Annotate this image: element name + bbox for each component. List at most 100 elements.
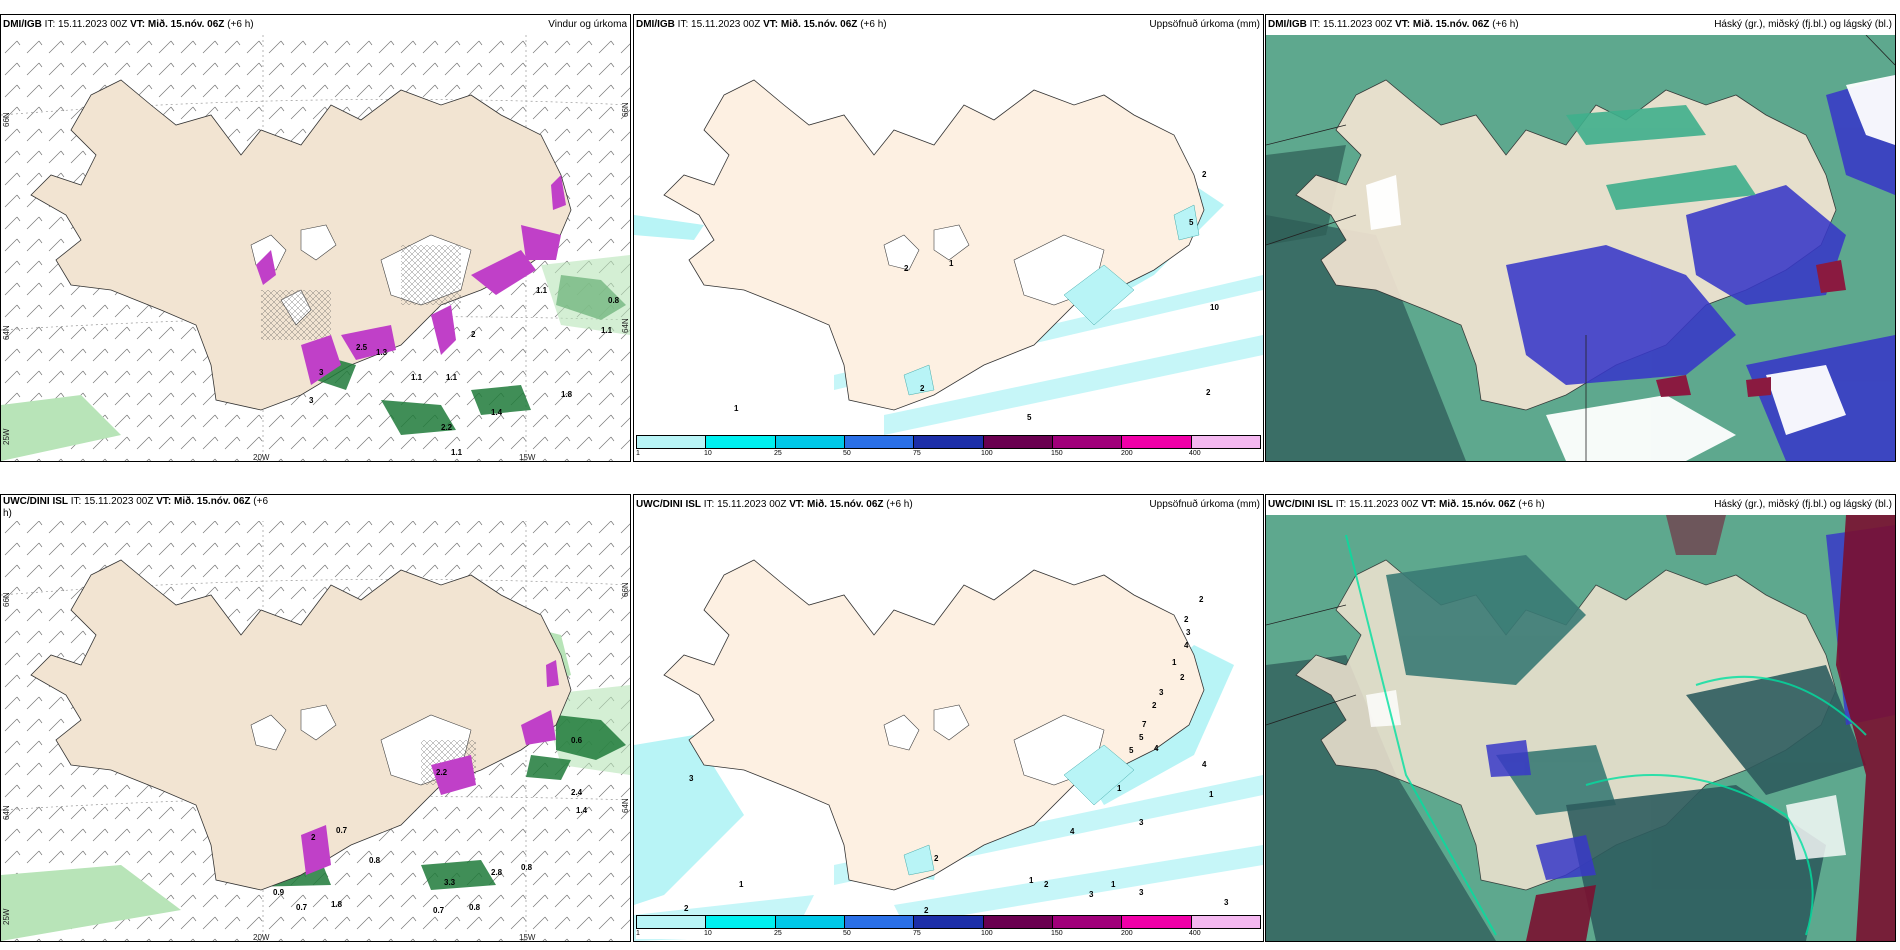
lead-time: (+6 h)	[227, 19, 254, 30]
it-label: IT:	[44, 19, 56, 30]
colorbar-tick: 10	[704, 450, 712, 457]
vt-label: VT:	[130, 19, 146, 30]
precip-magenta	[301, 660, 559, 875]
colorbar-swatch	[1122, 436, 1192, 448]
precip-shading	[1, 175, 630, 461]
panel-header: DMI/IGB IT: 15.11.2023 00Z VT: Mið. 15.n…	[1266, 15, 1895, 35]
value-label: 3.3	[444, 878, 456, 887]
value-label: 1.1	[536, 286, 548, 295]
value-label: 4	[1202, 760, 1207, 769]
value-label: 2	[1202, 170, 1207, 179]
lead-time: (+6 h)	[886, 499, 913, 510]
value-label: 0.6	[571, 736, 583, 745]
value-label: 1.4	[491, 408, 503, 417]
cloud-bands	[1566, 105, 1756, 210]
colorbar-swatch	[775, 916, 845, 928]
precip-coastal	[903, 744, 1135, 876]
colorbar-swatch	[637, 916, 707, 928]
model-name: DMI/IGB	[636, 19, 675, 30]
value-label: 1	[1111, 880, 1116, 889]
value-label: 1	[739, 880, 744, 889]
lat-label: 66N	[2, 112, 11, 127]
value-label: 1	[1117, 784, 1122, 793]
colorbar-tick: 150	[1051, 930, 1063, 937]
boundaries	[1266, 604, 1357, 726]
colorbar-tick: 150	[1051, 450, 1063, 457]
panel-uwc-precip: UWC/DINI ISL IT: 15.11.2023 00Z VT: Mið.…	[633, 494, 1264, 942]
lat-label: 64N	[2, 325, 11, 340]
it-label: IT:	[703, 499, 715, 510]
value-label: 2.2	[436, 768, 448, 777]
value-label: 2.5	[356, 343, 368, 352]
model-name: DMI/IGB	[1268, 19, 1307, 30]
lead-time: (+6 h)	[1492, 19, 1519, 30]
value-label: 1	[734, 404, 739, 413]
lon-label: 15W	[519, 453, 536, 462]
low-cloud-sea	[1266, 655, 1496, 941]
vt-value: Mið. 15.nóv. 06Z	[147, 19, 225, 30]
colorbar-swatch	[844, 916, 915, 928]
value-label: 2.8	[491, 868, 503, 877]
value-label: 2	[1044, 880, 1049, 889]
it-value: 15.11.2023 00Z	[691, 19, 761, 30]
low-cloud	[1656, 260, 1846, 397]
colorbar-swatch	[775, 436, 845, 448]
lat-label: 64N	[621, 318, 630, 333]
low-cloud	[1526, 515, 1895, 941]
precip-colorbar: 1 10 25 50 75 100 150 200 400	[636, 435, 1261, 459]
boundaries	[1266, 35, 1895, 461]
lat-label: 64N	[2, 805, 11, 820]
it-value: 15.11.2023 00Z	[58, 19, 128, 30]
vt-value: Mið. 15.nóv. 06Z	[1439, 499, 1516, 510]
colorbar-tick: 100	[981, 450, 993, 457]
colorbar-tick: 100	[981, 930, 993, 937]
value-label: 2	[1180, 673, 1185, 682]
vt-label: VT:	[156, 496, 172, 507]
vt-label: VT:	[789, 499, 805, 510]
vt-value: Mið. 15.nóv. 06Z	[780, 19, 858, 30]
iceland-land	[1295, 79, 1837, 411]
value-label: 5	[1139, 733, 1144, 742]
precip-values: 2 2 3 4 1 2 3 2 5 4 7 5 4 1 4 1 3 1 3 3 …	[684, 595, 1229, 915]
lead-time: (+6 h)	[860, 19, 887, 30]
panel-header: UWC/DINI ISL IT: 15.11.2023 00Z VT: Mið.…	[1266, 495, 1895, 515]
it-value: 15.11.2023 00Z	[1349, 499, 1419, 510]
lon-label: 20W	[253, 933, 270, 942]
value-label: 2	[934, 854, 939, 863]
colorbar-tick: 200	[1121, 450, 1133, 457]
colorbar-swatch	[983, 436, 1053, 448]
value-label: 1	[1172, 658, 1177, 667]
model-name: UWC/DINI ISL	[636, 499, 701, 510]
vt-label: VT:	[763, 19, 779, 30]
value-label: 3	[689, 774, 694, 783]
value-label: 3	[1089, 890, 1094, 899]
value-label: 1	[1029, 876, 1034, 885]
panel-dmi-wind: DMI/IGB IT: 15.11.2023 00Z VT: Mið. 15.n…	[0, 14, 631, 462]
precip-map: 2 2 3 4 1 2 3 2 5 4 7 5 4 1 4 1 3 1 3 3 …	[634, 559, 1263, 941]
it-label: IT:	[677, 19, 689, 30]
value-label: 2.4	[571, 788, 583, 797]
value-label: 1.8	[561, 390, 573, 399]
value-label: 0.7	[296, 903, 308, 912]
colorbar-tick: 25	[774, 930, 782, 937]
value-label: 5	[1129, 746, 1134, 755]
panel-header: DMI/IGB IT: 15.11.2023 00Z VT: Mið. 15.n…	[634, 15, 1263, 35]
colorbar-tick: 400	[1189, 450, 1201, 457]
value-label: 2	[920, 384, 925, 393]
value-label: 0.7	[336, 826, 348, 835]
panel-title: Uppsöfnuð úrkoma (mm)	[1149, 499, 1260, 510]
colorbar-tick: 10	[704, 930, 712, 937]
value-label: 3	[319, 368, 324, 377]
colorbar-tick: 1	[636, 930, 640, 937]
value-label: 2	[311, 833, 316, 842]
cloud-contours	[1345, 534, 1867, 936]
value-label: 4	[1184, 641, 1189, 650]
colorbar-swatch	[1191, 916, 1260, 928]
value-label: 1	[949, 259, 954, 268]
value-label: 1.3	[376, 348, 388, 357]
value-label: 1.1	[451, 448, 463, 457]
lon-label: 25W	[2, 428, 11, 445]
value-label: 1.4	[576, 806, 588, 815]
value-label: 1.8	[331, 900, 343, 909]
value-label: 3	[1159, 688, 1164, 697]
